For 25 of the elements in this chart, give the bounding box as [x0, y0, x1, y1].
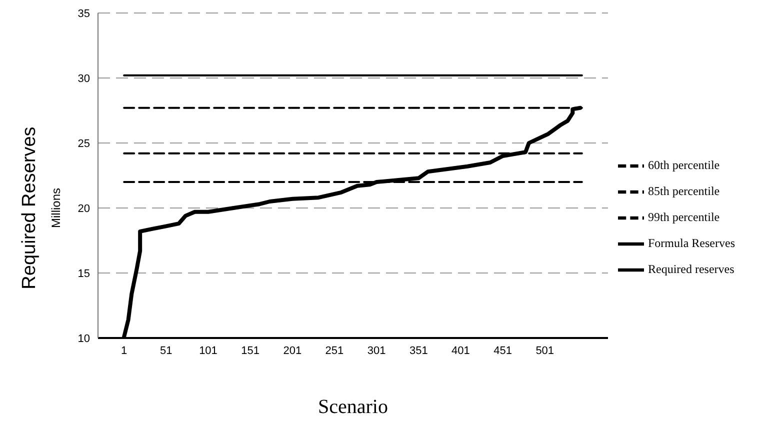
y-tick-label: 25 — [78, 138, 90, 150]
x-axis-title: Scenario — [318, 396, 388, 418]
legend-label: 60th percentile — [648, 158, 720, 172]
x-tick-label: 101 — [199, 344, 218, 357]
x-tick-label: 151 — [241, 344, 260, 357]
x-tick-label: 401 — [452, 344, 470, 357]
x-tick-label: 251 — [325, 344, 344, 357]
x-tick-label: 501 — [536, 344, 554, 357]
x-tick-label: 451 — [494, 344, 512, 357]
legend-label: 99th percentile — [648, 210, 720, 224]
y-tick-label: 20 — [78, 202, 90, 215]
x-tick-label: 201 — [283, 344, 302, 357]
y-axis-title: Required Reserves — [19, 126, 41, 290]
legend-label: Formula Reserves — [648, 236, 735, 250]
text: Millions — [49, 188, 63, 228]
x-tick-label: 1 — [121, 344, 128, 357]
y-tick-label: 15 — [78, 268, 90, 280]
y-tick-label: 35 — [78, 8, 90, 20]
y-tick-label: 30 — [78, 72, 90, 85]
legend-label: 85th percentile — [648, 184, 720, 198]
x-tick-label: 301 — [367, 344, 386, 357]
y-tick-label: 10 — [78, 332, 90, 345]
legend-label: Required reserves — [648, 262, 734, 276]
x-tick-label: 51 — [160, 344, 172, 357]
x-tick-label: 351 — [409, 344, 428, 357]
